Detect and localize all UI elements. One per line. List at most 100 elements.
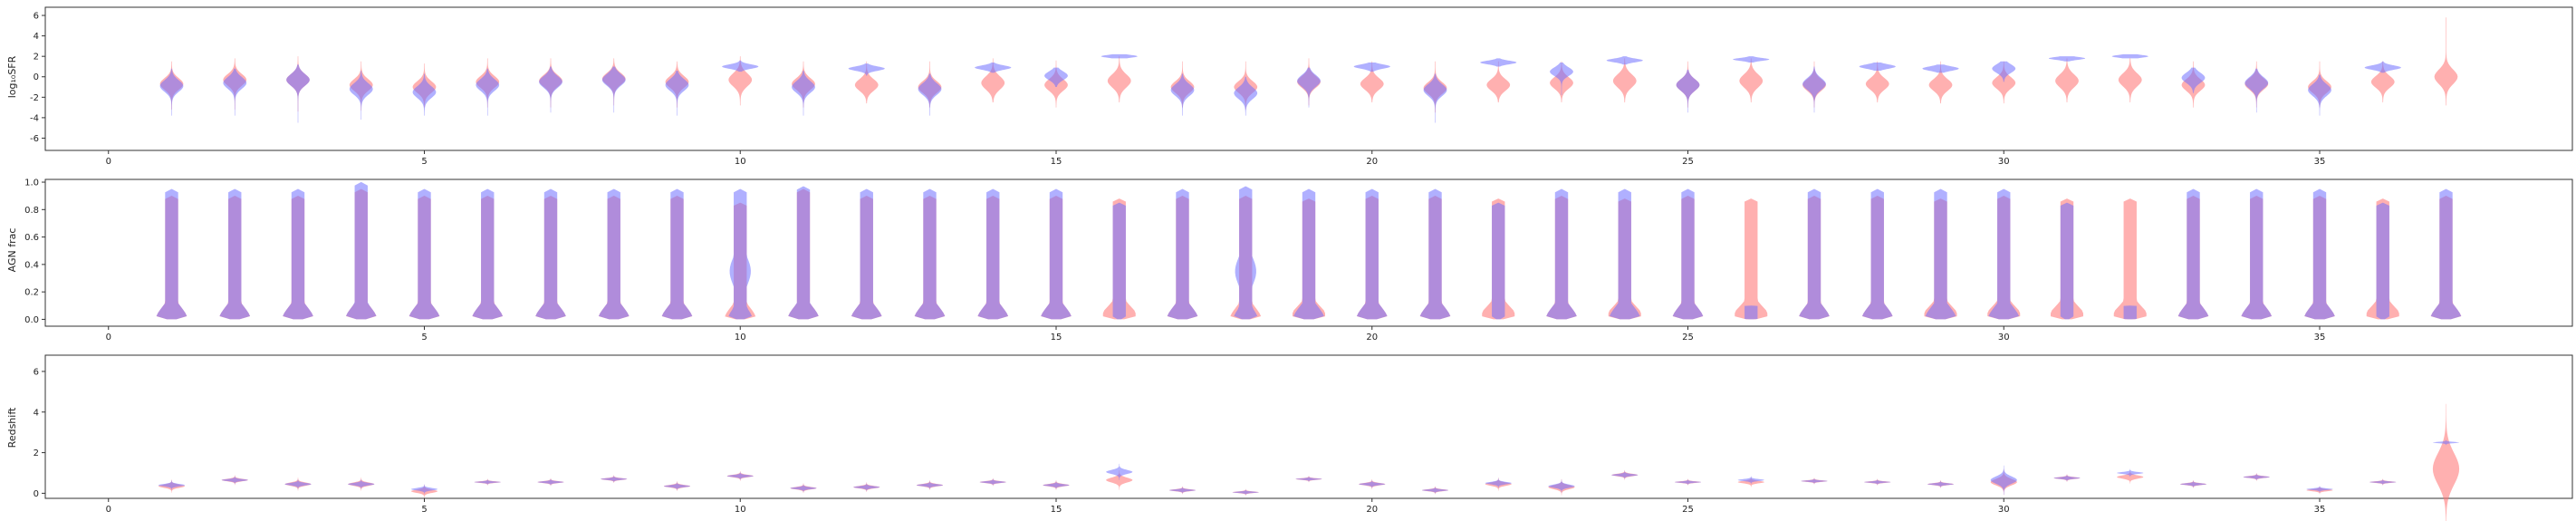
violin-body: [474, 479, 501, 485]
violin-body: [346, 182, 377, 320]
violin-body: [2434, 17, 2458, 106]
violin-body: [409, 188, 440, 320]
violin-body: [1170, 73, 1195, 116]
violin-body: [1676, 69, 1700, 113]
violin-body: [1295, 476, 1322, 482]
violin-body: [2369, 479, 2397, 485]
violin-body: [914, 188, 946, 320]
ylabel-log-sfr: log₁₀SFR: [6, 55, 18, 98]
violin-body: [476, 68, 500, 116]
violin-body: [159, 68, 184, 116]
violin-body: [539, 66, 562, 113]
violin-body: [537, 478, 564, 486]
violin-body: [1922, 64, 1959, 73]
x-tick-label: 15: [1051, 505, 1062, 515]
x-tick-label: 5: [421, 505, 427, 515]
violin-body: [1480, 58, 1517, 67]
y-tick-label: 6: [34, 12, 39, 22]
violin-body: [790, 484, 817, 493]
violin-body: [1611, 470, 1639, 479]
violin-body: [221, 476, 248, 485]
y-tick-label: 6: [34, 367, 39, 377]
violin-body: [1733, 56, 1770, 63]
violin-body: [1486, 61, 1511, 102]
violin-body: [1801, 478, 1828, 484]
violin-body: [728, 56, 753, 106]
violin-body: [1041, 188, 1072, 320]
violin-body: [1353, 62, 1390, 72]
violin-body: [1739, 58, 1764, 102]
x-tick-label: 35: [2314, 333, 2326, 343]
x-tick-label: 20: [1366, 333, 1378, 343]
panel-log-sfr: log₁₀SFR 0 5 10 15 20 25 30 35 -6 -4 -2 0 2 4 6: [6, 6, 2573, 167]
violin-body: [410, 484, 438, 495]
x-tick-label: 30: [1998, 333, 2010, 343]
violin-body: [2055, 58, 2079, 102]
violin-body: [284, 478, 312, 489]
violin-body: [1107, 56, 1131, 102]
panel-agn-frac: AGN frac 0 5 10 15 20 25 30 35 0.0 0.2 0.4 0.6 0.8 1.…: [6, 178, 2573, 343]
violin-body: [1112, 202, 1126, 320]
violin-body: [472, 188, 504, 320]
x-tick-label: 25: [1682, 333, 1694, 343]
violin-body: [1234, 186, 1258, 320]
violin-body: [1548, 479, 1575, 493]
y-tick-label: 4: [34, 32, 39, 42]
violin-body: [598, 188, 630, 320]
axes-frame: [44, 6, 2573, 151]
violin-body: [1674, 479, 1702, 485]
violin-body: [1992, 61, 2016, 104]
violin-body: [601, 476, 628, 483]
violin-body: [1990, 465, 2017, 495]
violin-body: [661, 188, 693, 320]
x-tick-label: 0: [106, 505, 111, 515]
violin-body: [2181, 67, 2206, 93]
x-tick-label: 5: [421, 157, 427, 167]
x-tick-label: 10: [735, 333, 746, 343]
violin-body: [1232, 489, 1259, 496]
violin-body: [1297, 67, 1321, 108]
y-tick-label: 0: [34, 72, 39, 82]
violin-body: [2048, 56, 2086, 62]
x-tick-label: 0: [106, 157, 111, 167]
violin-body: [1485, 478, 1512, 488]
y-tick-label: 1.0: [24, 178, 39, 188]
violin-body: [1423, 73, 1447, 123]
x-tick-label: 35: [2314, 157, 2326, 167]
x-tick-label: 5: [421, 333, 427, 343]
violin-body: [1360, 61, 1384, 102]
violin-body: [2306, 486, 2333, 493]
violin-body: [1234, 76, 1258, 116]
violin-body: [2060, 202, 2074, 320]
violin-body: [2117, 470, 2144, 484]
violin-body: [665, 70, 689, 116]
violin-body: [975, 62, 1012, 73]
violin-body: [1864, 479, 1891, 485]
violin-body: [981, 58, 1005, 102]
violin-body: [788, 186, 819, 320]
violin-body: [2111, 53, 2148, 59]
violin-body: [2113, 198, 2147, 320]
y-tick-label: -4: [30, 113, 39, 123]
y-tick-label: 0.8: [24, 206, 39, 216]
violin-body: [1927, 480, 1955, 487]
panel-redshift: Redshift 0 5 10 15 20 25 30 35 0 2 4 6: [6, 354, 2573, 521]
y-tick-label: 0.4: [24, 260, 39, 270]
violin-body: [1802, 66, 1826, 113]
violin-body: [726, 472, 754, 480]
violin-body: [1419, 188, 1451, 320]
violin-body: [283, 188, 313, 320]
x-tick-label: 20: [1366, 505, 1378, 515]
violin-body: [1359, 480, 1386, 488]
x-tick-label: 10: [735, 157, 746, 167]
violin-body: [2117, 468, 2144, 478]
violin-body: [349, 70, 373, 121]
violin-body: [853, 483, 880, 491]
violin-body: [1988, 188, 2020, 320]
violin-body: [1861, 188, 1893, 320]
violin-body: [1992, 61, 2016, 82]
y-tick-label: -6: [30, 134, 39, 144]
violin-body: [728, 188, 753, 320]
violin-body: [2308, 74, 2331, 116]
violin-body: [1044, 67, 1068, 88]
